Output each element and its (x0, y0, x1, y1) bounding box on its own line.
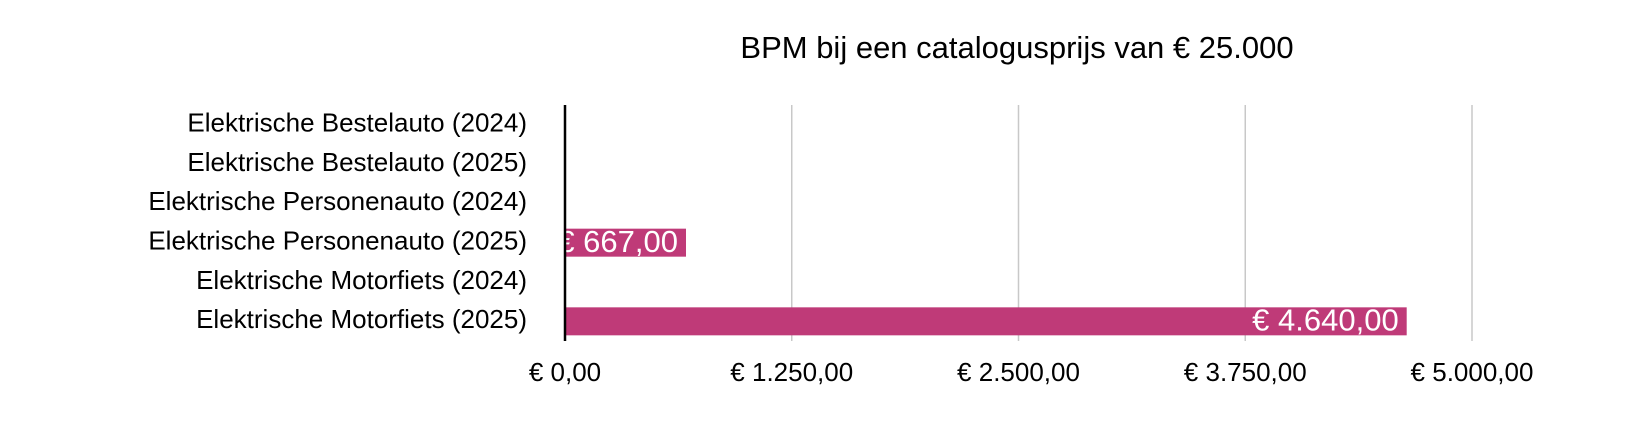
bar (565, 228, 686, 257)
x-tick-label: € 5.000,00 (1411, 357, 1534, 387)
y-tick-label: Elektrische Personenauto (2024) (148, 186, 527, 216)
y-tick-label: Elektrische Bestelauto (2024) (187, 108, 527, 138)
y-tick-label: Elektrische Motorfiets (2025) (196, 304, 527, 334)
x-tick-label: € 2.500,00 (957, 357, 1080, 387)
bar (565, 307, 1407, 336)
y-tick-label: Elektrische Motorfiets (2024) (196, 265, 527, 295)
x-tick-label: € 0,00 (529, 357, 601, 387)
x-tick-label: € 3.750,00 (1184, 357, 1307, 387)
x-tick-label: € 1.250,00 (730, 357, 853, 387)
value-label: € 667,00 (557, 224, 678, 259)
y-tick-label: Elektrische Bestelauto (2025) (187, 147, 527, 177)
value-label: € 4.640,00 (1252, 303, 1399, 338)
chart-title: BPM bij een catalogusprijs van € 25.000 (740, 30, 1293, 65)
y-tick-label: Elektrische Personenauto (2025) (148, 226, 527, 256)
